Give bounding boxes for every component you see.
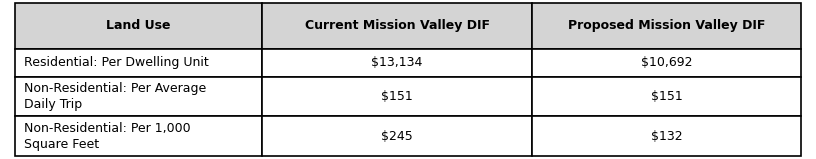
Bar (263, 49, 532, 77)
Bar (532, 77, 801, 117)
Bar (15, 3, 263, 49)
Text: Non-Residential: Per 1,000
Square Feet: Non-Residential: Per 1,000 Square Feet (24, 122, 191, 151)
Text: $10,692: $10,692 (641, 56, 692, 69)
Bar (263, 77, 532, 117)
Bar (532, 3, 801, 49)
Text: Residential: Per Dwelling Unit: Residential: Per Dwelling Unit (24, 56, 209, 69)
Bar (263, 117, 532, 156)
Text: $151: $151 (381, 90, 413, 103)
Bar (263, 3, 532, 49)
Bar (15, 49, 263, 77)
Text: $245: $245 (381, 130, 413, 143)
Text: Non-Residential: Per Average
Daily Trip: Non-Residential: Per Average Daily Trip (24, 82, 206, 111)
Text: $132: $132 (651, 130, 682, 143)
Text: Land Use: Land Use (106, 19, 171, 32)
Bar (15, 117, 263, 156)
Text: $151: $151 (650, 90, 682, 103)
Text: Current Mission Valley DIF: Current Mission Valley DIF (304, 19, 490, 32)
Bar (15, 77, 263, 117)
Bar (532, 117, 801, 156)
Text: $13,134: $13,134 (371, 56, 423, 69)
Text: Proposed Mission Valley DIF: Proposed Mission Valley DIF (568, 19, 765, 32)
Bar (532, 49, 801, 77)
